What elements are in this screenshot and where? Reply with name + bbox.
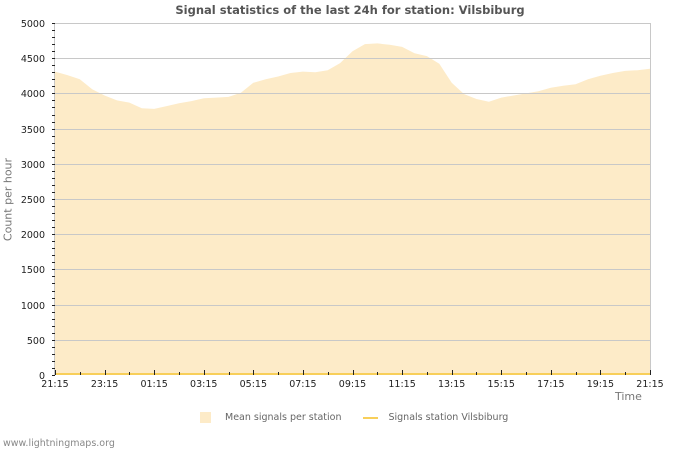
legend-item-mean[interactable]: Mean signals per station <box>200 412 341 423</box>
svg-text:21:15: 21:15 <box>41 379 68 390</box>
svg-text:07:15: 07:15 <box>289 379 316 390</box>
svg-text:1000: 1000 <box>21 301 45 312</box>
area-swatch-icon <box>200 412 211 423</box>
svg-text:3000: 3000 <box>21 160 45 171</box>
line-swatch-icon <box>363 416 379 419</box>
svg-text:1500: 1500 <box>21 265 45 276</box>
svg-text:15:15: 15:15 <box>488 379 515 390</box>
svg-text:11:15: 11:15 <box>388 379 415 390</box>
gridlines <box>55 23 650 341</box>
svg-text:5000: 5000 <box>21 19 45 30</box>
svg-text:2000: 2000 <box>21 230 45 241</box>
svg-text:17:15: 17:15 <box>537 379 564 390</box>
svg-text:0: 0 <box>39 371 45 382</box>
svg-text:4500: 4500 <box>21 54 45 65</box>
legend: Mean signals per station Signals station… <box>200 412 530 423</box>
y-axis-label: Count per hour <box>1 157 15 242</box>
svg-text:01:15: 01:15 <box>140 379 167 390</box>
svg-text:21:15: 21:15 <box>636 379 663 390</box>
footer-credit: www.lightningmaps.org <box>3 438 115 449</box>
axes: 0 500 1000 1500 2000 2500 3000 3500 4000 4500 5000… <box>21 19 664 390</box>
legend-label-mean: Mean signals per station <box>225 412 342 423</box>
svg-text:19:15: 19:15 <box>587 379 614 390</box>
legend-label-station: Signals station Vilsbiburg <box>388 412 509 423</box>
svg-text:23:15: 23:15 <box>91 379 118 390</box>
mean-signals-area <box>55 43 650 376</box>
svg-text:13:15: 13:15 <box>438 379 465 390</box>
svg-text:09:15: 09:15 <box>339 379 366 390</box>
svg-text:3500: 3500 <box>21 125 45 136</box>
x-axis-label: Time <box>615 390 642 403</box>
legend-item-station[interactable]: Signals station Vilsbiburg <box>363 412 508 423</box>
svg-text:2500: 2500 <box>21 195 45 206</box>
svg-text:4000: 4000 <box>21 89 45 100</box>
chart-title: Signal statistics of the last 24h for st… <box>175 3 525 17</box>
svg-text:500: 500 <box>27 336 45 347</box>
svg-text:05:15: 05:15 <box>240 379 267 390</box>
svg-text:03:15: 03:15 <box>190 379 217 390</box>
